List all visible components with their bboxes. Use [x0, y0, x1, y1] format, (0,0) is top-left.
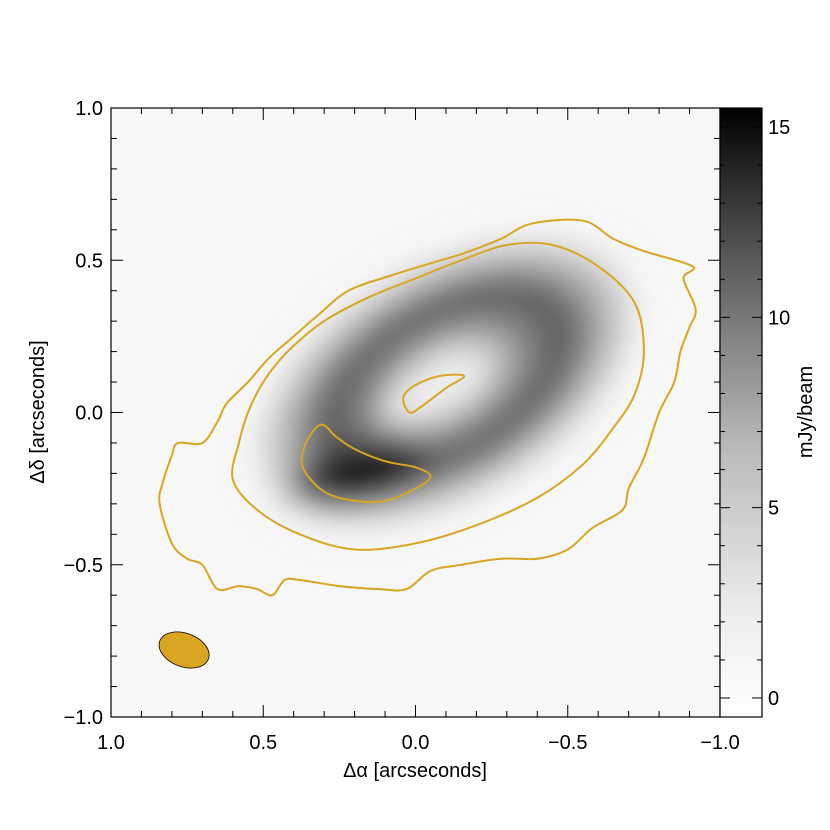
peak-contour [300, 423, 432, 504]
y-tick-label: 0.0 [75, 403, 103, 425]
x-tick-label: 0.5 [249, 732, 277, 754]
x-tick-label: 0.0 [402, 732, 430, 754]
y-tick-label: −0.5 [64, 555, 103, 577]
plot-area: 1.0 0.5 0.0 −0.5 −1.0 −1.0 −0.5 0.0 0.5 1.0 Δα [… [27, 98, 740, 782]
x-tick-label: −1.0 [700, 732, 739, 754]
inner-hole-contour [402, 373, 466, 414]
x-axis: 1.0 0.5 0.0 −0.5 −1.0 [97, 108, 740, 754]
y-tick-label: −1.0 [64, 707, 103, 729]
colorbar-tick-label: 0 [768, 688, 779, 710]
x-tick-label: 1.0 [97, 732, 125, 754]
colorbar-gradient [720, 108, 762, 717]
y-tick-label: 1.0 [75, 98, 103, 120]
colorbar-label: mJy/beam [795, 366, 817, 458]
y-axis-title: Δδ [arcseconds] [27, 340, 49, 483]
middle-contour [231, 241, 645, 551]
colorbar-tick-label: 10 [768, 307, 790, 329]
colorbar: 0 5 10 15 mJy/beam [719, 107, 817, 718]
colorbar-tick-label: 5 [768, 498, 779, 520]
outer-contour [158, 218, 697, 597]
beam-layer [158, 631, 210, 669]
colorbar-tick-label: 15 [768, 117, 790, 139]
contour-layer [158, 218, 697, 597]
y-tick-label: 0.5 [75, 250, 103, 272]
x-tick-label: −0.5 [548, 732, 587, 754]
colorbar-frame [719, 107, 763, 718]
colorbar-ticks: 0 5 10 15 [720, 117, 790, 710]
y-axis: −1.0 −0.5 0.0 0.5 1.0 [64, 98, 720, 729]
x-axis-title: Δα [arcseconds] [343, 760, 487, 782]
beam-ellipse [158, 631, 210, 669]
